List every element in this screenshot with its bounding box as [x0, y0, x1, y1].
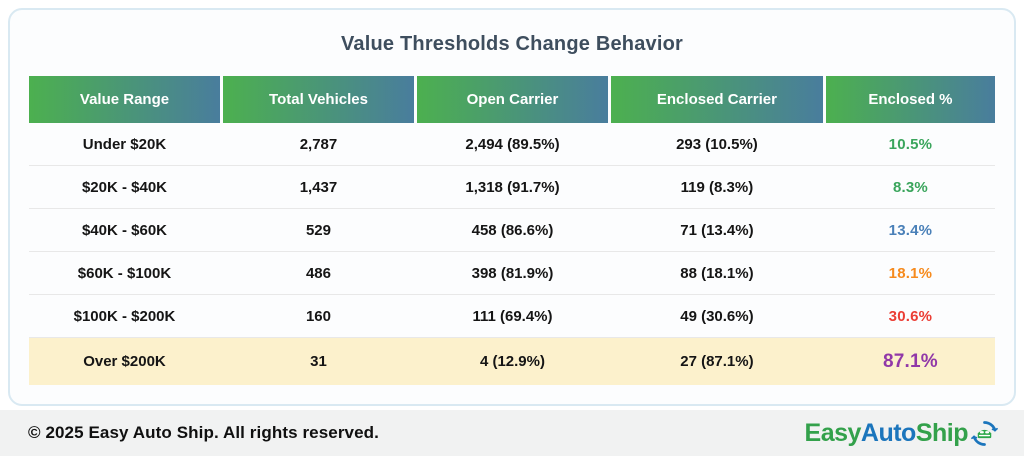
cell-value-range: $20K - $40K — [81, 178, 168, 196]
cell-enclosed-pct: 30.6% — [888, 307, 933, 325]
cell-open-carrier: 111 (69.4%) — [472, 307, 553, 325]
table-row: $40K - $60K 529 458 (86.6%) 71 (13.4%) 1… — [29, 209, 995, 252]
cell-enclosed-carrier: 88 (18.1%) — [680, 264, 754, 282]
cell-total-vehicles: 160 — [305, 307, 331, 325]
cell-value-range: $100K - $200K — [73, 307, 176, 325]
cell-value-range: Over $200K — [83, 353, 166, 370]
logo-text-auto: Auto — [860, 418, 916, 447]
cell-enclosed-carrier: 71 (13.4%) — [680, 221, 754, 239]
cell-enclosed-carrier: 49 (30.6%) — [680, 307, 754, 325]
cell-total-vehicles: 31 — [310, 353, 327, 370]
cell-enclosed-pct: 13.4% — [888, 221, 933, 239]
cell-enclosed-pct: 8.3% — [892, 178, 928, 196]
copyright-text: © 2025 Easy Auto Ship. All rights reserv… — [28, 423, 379, 442]
table-body: Under $20K 2,787 2,494 (89.5%) 293 (10.5… — [29, 123, 995, 385]
column-header-enclosed-carrier: Enclosed Carrier — [610, 76, 823, 123]
cell-enclosed-pct: 10.5% — [888, 135, 933, 153]
cell-open-carrier: 4 (12.9%) — [479, 353, 545, 370]
cell-open-carrier: 2,494 (89.5%) — [465, 135, 560, 153]
cell-enclosed-carrier: 119 (8.3%) — [680, 178, 754, 196]
cell-open-carrier: 398 (81.9%) — [471, 264, 554, 282]
table-row-highlighted: Over $200K 31 4 (12.9%) 27 (87.1%) 87.1% — [29, 338, 995, 385]
cell-enclosed-pct: 87.1% — [883, 350, 938, 372]
cell-value-range: $40K - $60K — [81, 221, 168, 239]
column-header-open-carrier: Open Carrier — [416, 76, 608, 123]
cell-value-range: Under $20K — [82, 135, 167, 153]
table-row: $20K - $40K 1,437 1,318 (91.7%) 119 (8.3… — [29, 166, 995, 209]
cell-open-carrier: 458 (86.6%) — [471, 221, 554, 239]
column-header-value-range: Value Range — [29, 76, 220, 123]
table-header-row: Value Range Total Vehicles Open Carrier … — [29, 76, 995, 123]
cell-value-range: $60K - $100K — [77, 264, 172, 282]
cell-open-carrier: 1,318 (91.7%) — [465, 178, 560, 196]
page-title: Value Thresholds Change Behavior — [340, 33, 684, 55]
logo-text-easy: Easy — [804, 418, 862, 447]
table-row: Under $20K 2,787 2,494 (89.5%) 293 (10.5… — [29, 123, 995, 166]
logo-text-ship: Ship — [915, 418, 969, 447]
cell-enclosed-pct: 18.1% — [888, 264, 933, 282]
cell-total-vehicles: 2,787 — [299, 135, 338, 153]
cell-enclosed-carrier: 293 (10.5%) — [676, 135, 758, 153]
easy-auto-ship-logo[interactable]: Easy Auto Ship — [805, 419, 998, 448]
column-header-total-vehicles: Total Vehicles — [222, 76, 414, 123]
cell-enclosed-carrier: 27 (87.1%) — [680, 353, 754, 370]
cell-total-vehicles: 486 — [305, 264, 331, 282]
cell-total-vehicles: 1,437 — [299, 178, 338, 196]
cell-total-vehicles: 529 — [305, 221, 331, 239]
car-recycle-icon — [971, 420, 998, 447]
table-row: $60K - $100K 486 398 (81.9%) 88 (18.1%) … — [29, 252, 995, 295]
table-row: $100K - $200K 160 111 (69.4%) 49 (30.6%)… — [29, 295, 995, 338]
table-card: Value Thresholds Change Behavior Value R… — [8, 8, 1016, 406]
footer: © 2025 Easy Auto Ship. All rights reserv… — [0, 410, 1024, 456]
column-header-enclosed-pct: Enclosed % — [825, 76, 995, 123]
